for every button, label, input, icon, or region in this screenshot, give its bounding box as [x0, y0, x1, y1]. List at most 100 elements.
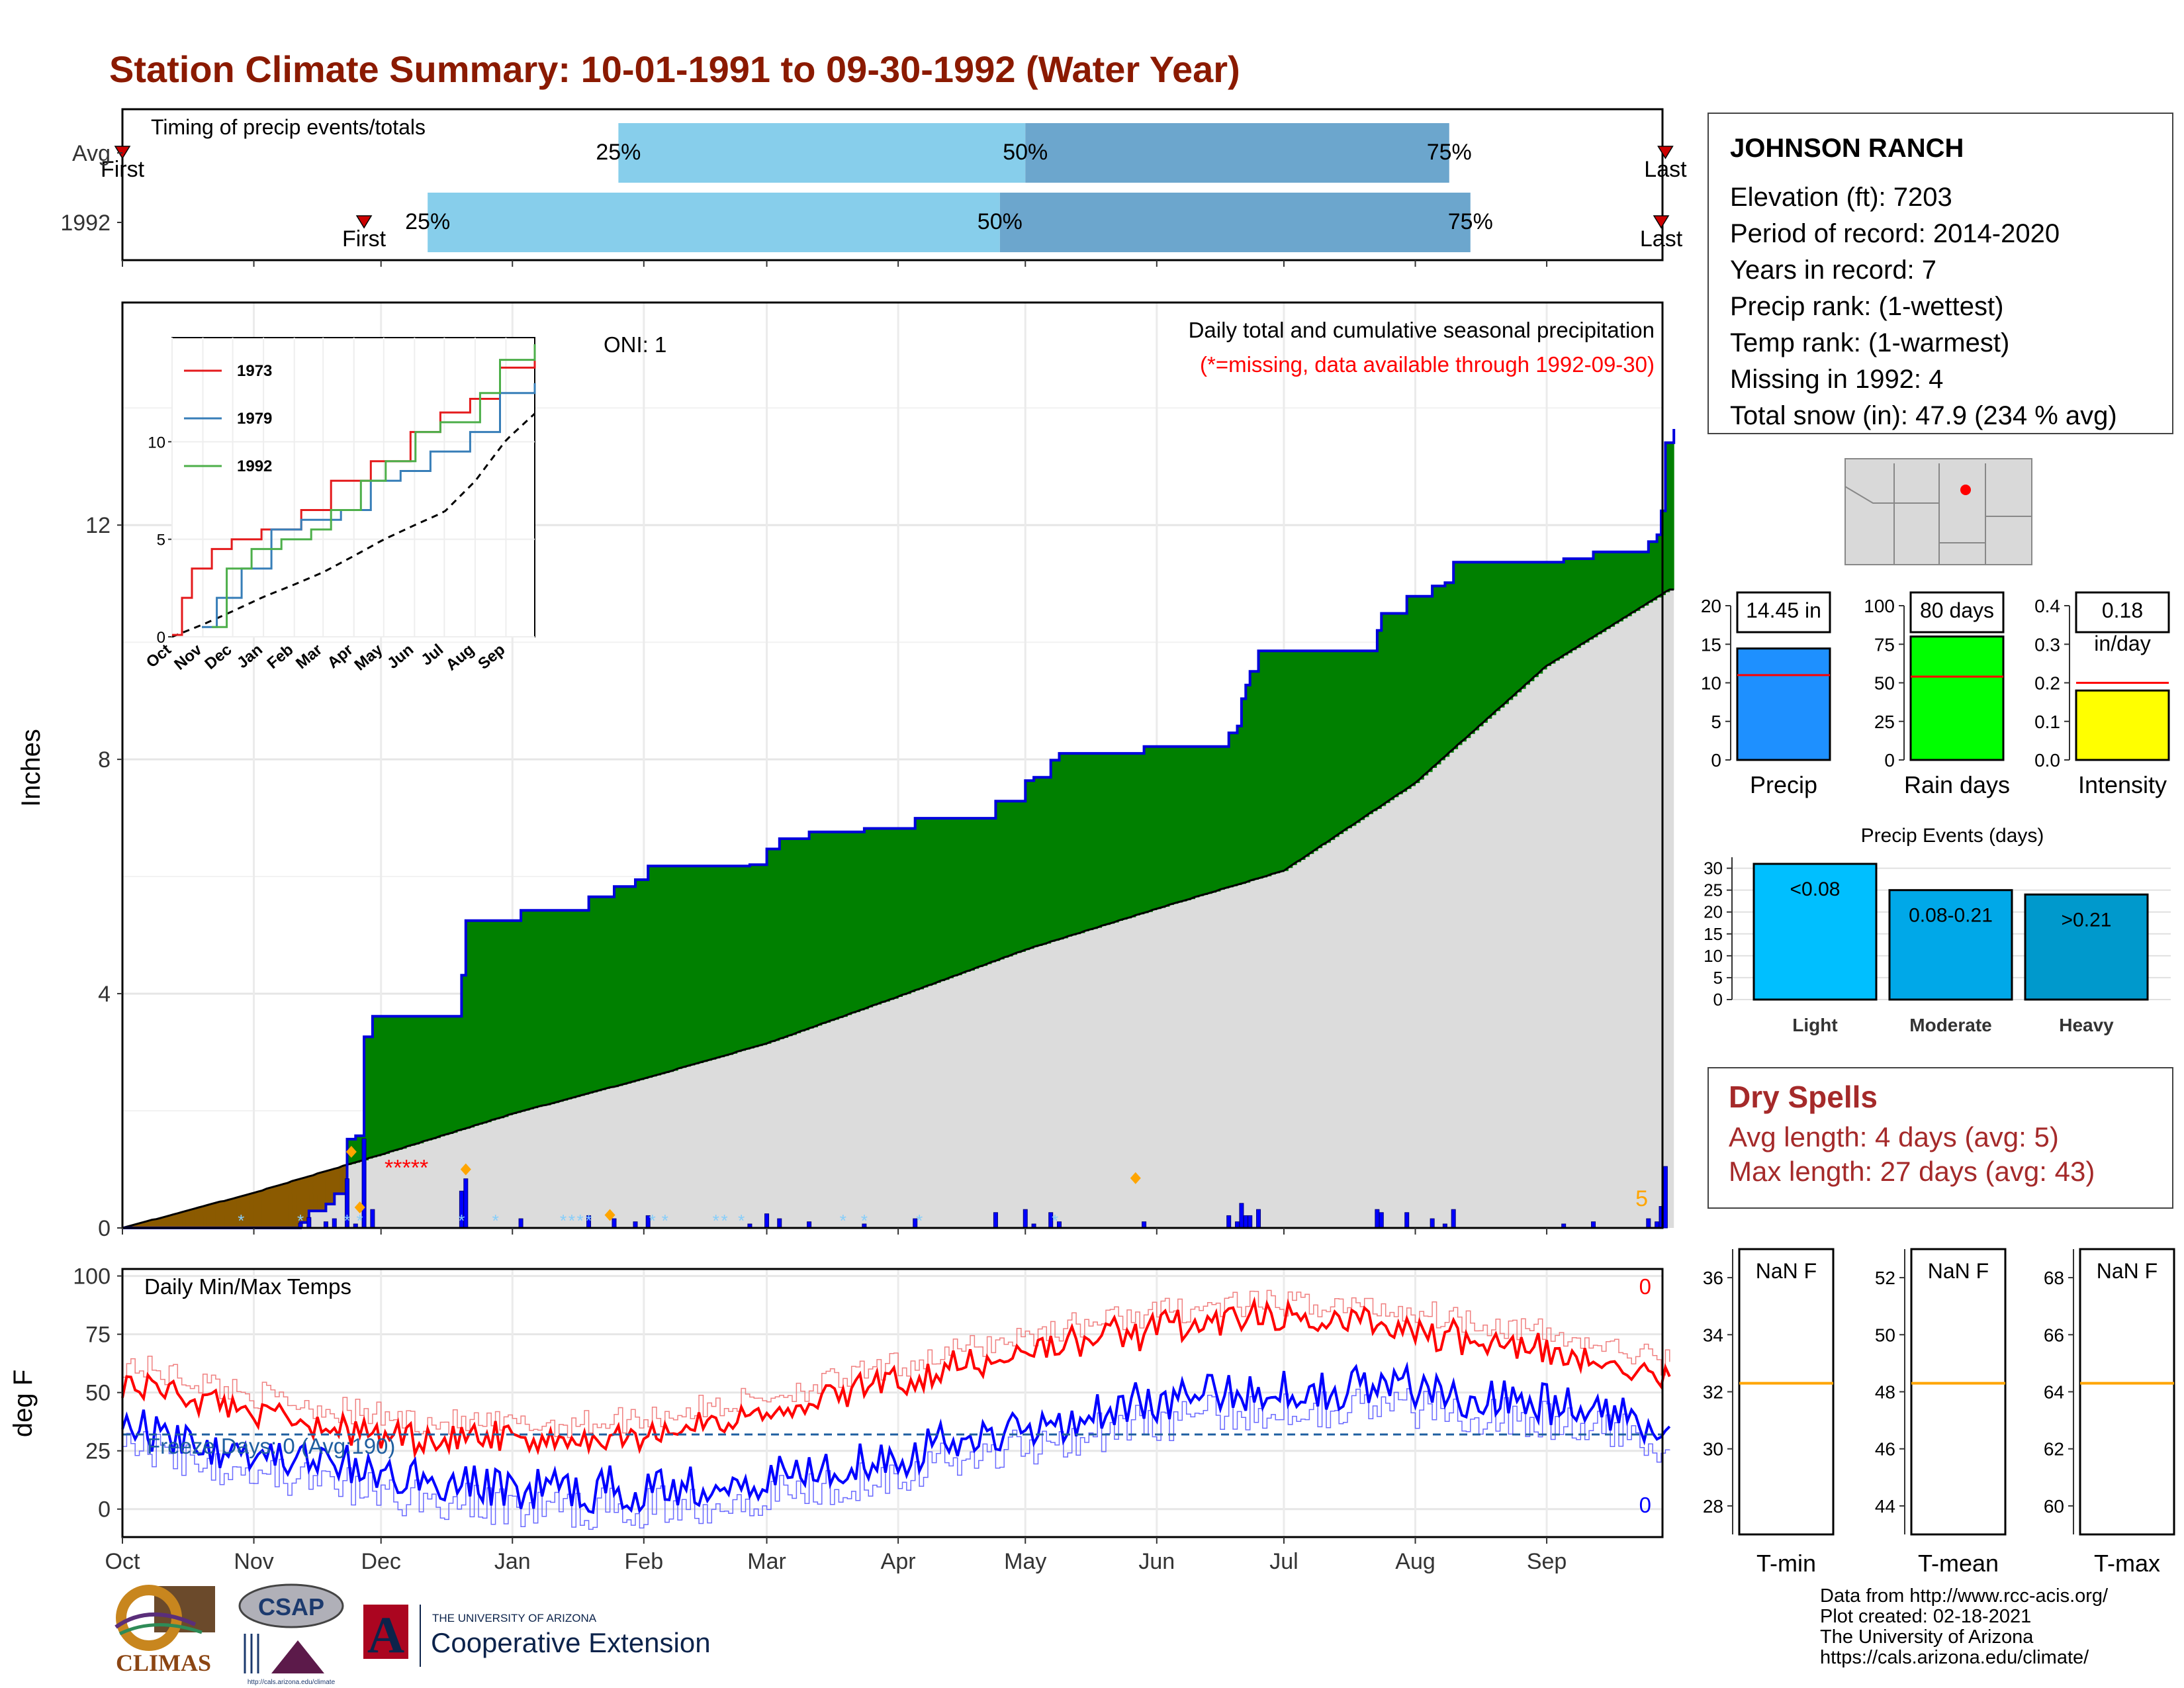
summary-value-label: 0.18	[2102, 598, 2143, 622]
summary-y-tick-label: 20	[1701, 596, 1721, 616]
precip-missing-note: (*=missing, data available through 1992-…	[1200, 352, 1655, 377]
events-bar-value-label: >0.21	[2062, 909, 2112, 931]
snowfall-day-marker: *	[297, 1211, 304, 1231]
inset-series-1979	[202, 383, 536, 628]
summary-value-label: 80 days	[1920, 598, 1994, 622]
temp-box-y-tick-label: 48	[1875, 1382, 1895, 1403]
timing-p50-label-1992: 50%	[978, 209, 1023, 234]
summary-value-label: 14.45 in	[1746, 598, 1821, 622]
x-axis-month-label: Feb	[625, 1549, 664, 1574]
summary-value-box	[1909, 591, 2005, 633]
snowfall-day-marker: *	[840, 1211, 846, 1231]
station-elevation: Elevation (ft): 7203	[1730, 183, 1952, 212]
events-bar-Light	[1752, 863, 1878, 1001]
summary-bar-label: Precip	[1750, 771, 1817, 798]
temp-box-frame	[2079, 1248, 2175, 1536]
precip-panel: * * * * * * * * * * * * * * * * * * ******04812InchesDaily…	[17, 301, 1676, 1241]
events-y-tick-label: 5	[1713, 968, 1723, 988]
ua-logo-graphic: A THE UNIVERSITY OF ARIZONA Cooperative …	[363, 1605, 711, 1667]
summary-bar-Intensity	[2075, 689, 2170, 761]
x-axis-month-label: Dec	[361, 1549, 400, 1574]
events-y-tick-label: 30	[1704, 859, 1723, 878]
summary-y-tick-label: 15	[1701, 634, 1721, 655]
snowfall-day-marker: *	[585, 1211, 592, 1231]
timing-bar-lower-1992	[428, 193, 1000, 252]
daily-precip-bar	[993, 1212, 998, 1229]
snowfall-day-marker: *	[569, 1211, 575, 1231]
ua-logo-big-text: Cooperative Extension	[431, 1627, 711, 1658]
timing-bar-upper-1992	[999, 193, 1471, 252]
snowfall-day-marker: *	[492, 1211, 499, 1231]
timing-p50-label-Avg: 50%	[1003, 140, 1048, 165]
temp-box-value-label: NaN F	[2097, 1259, 2158, 1283]
precip-day-count-label: 5	[1635, 1186, 1648, 1211]
station-location-dot	[1960, 485, 1971, 495]
temperature-panel: 0 25 50 75 100 Oct Nov Dec Jan Feb Mar Apr May Jun Jul…	[9, 1264, 1671, 1574]
snow-marker	[354, 1201, 365, 1214]
credit-plot-created: Plot created: 02-18-2021	[1820, 1606, 2032, 1627]
timing-first-marker-1992	[355, 215, 373, 229]
daily-precip-bar	[332, 1218, 337, 1229]
temp-box-T-min: 28 30 32 34 36 NaN F T-min	[1703, 1248, 1835, 1577]
temp-box-y-tick-label: 62	[2044, 1439, 2064, 1460]
daily-precip-bar	[1226, 1215, 1232, 1229]
events-y-tick-label: 20	[1704, 902, 1723, 922]
events-category-label: Light	[1792, 1015, 1837, 1035]
daily-precip-bar	[1404, 1212, 1410, 1229]
temp-box-label: T-min	[1756, 1550, 1816, 1577]
temp-box-y-tick-label: 66	[2044, 1325, 2064, 1345]
freeze-days-text: Freeze Days: 0 (Avg:190)	[147, 1434, 395, 1458]
temp-box-T-max: 60 62 64 66 68 NaN F T-max	[2044, 1248, 2175, 1577]
temp-y-axis-label: deg F	[9, 1370, 38, 1437]
snowfall-day-marker: *	[343, 1211, 350, 1231]
temp-box-frame	[1738, 1248, 1835, 1536]
events-category-label: Moderate	[1909, 1015, 1991, 1035]
timing-row-label-1992: 1992	[60, 211, 111, 236]
precip-events-title: Precip Events (days)	[1861, 825, 2044, 847]
snowfall-day-marker: *	[238, 1211, 244, 1231]
inset-series-1992	[212, 344, 536, 628]
timing-last-label-1992: Last	[1640, 226, 1683, 252]
snowfall-day-marker: *	[560, 1211, 567, 1231]
station-name: JOHNSON RANCH	[1730, 134, 1964, 163]
summary-value-box	[1736, 591, 1831, 633]
dry-spells-avg-length: Avg length: 4 days (avg: 5)	[1729, 1121, 2059, 1152]
station-total-snow: Total snow (in): 47.9 (234 % avg)	[1730, 401, 2117, 430]
inset-y-tick-label: 10	[148, 434, 165, 451]
precip-panel-frame	[121, 301, 1664, 1229]
summary-y-tick-label: 0.4	[2034, 596, 2060, 616]
daily-precip-bar	[1248, 1215, 1253, 1229]
x-axis-month-label: Jun	[1138, 1549, 1175, 1574]
credit-url: https://cals.arizona.edu/climate/	[1820, 1647, 2089, 1668]
temp-box-y-tick-label: 44	[1875, 1496, 1895, 1517]
temp-box-y-tick-label: 28	[1703, 1496, 1723, 1517]
precip-y-tick-label: 4	[98, 982, 111, 1007]
temp-y-tick-label: 0	[98, 1497, 111, 1523]
timing-panel-label: Timing of precip events/totals	[151, 115, 426, 139]
daily-precip-bar	[1023, 1209, 1028, 1229]
csap-logo-url: http://cals.arizona.edu/climate	[248, 1679, 336, 1686]
temp-box-y-tick-label: 60	[2044, 1496, 2064, 1517]
events-bar-value-label: <0.08	[1790, 878, 1841, 900]
station-missing-days: Missing in 1992: 4	[1730, 365, 1944, 394]
snowfall-day-marker: *	[458, 1211, 465, 1231]
temp-box-y-tick-label: 30	[1703, 1439, 1723, 1460]
summary-y-tick-label: 0.2	[2034, 673, 2060, 694]
summary-value-box	[2075, 591, 2170, 633]
climas-logo: CLIMAS	[109, 1583, 218, 1683]
station-precip-rank: Precip rank: (1-wettest)	[1730, 292, 2004, 321]
daily-precip-bar	[1662, 1166, 1668, 1229]
oni-label: ONI: 1	[604, 332, 666, 357]
daily-precip-bar	[1451, 1209, 1456, 1229]
max-temp-line	[121, 1296, 1671, 1459]
summary-y-tick-label: 10	[1701, 673, 1721, 694]
dry-spells-max-length: Max length: 27 days (avg: 43)	[1729, 1156, 2095, 1187]
snow-marker	[460, 1163, 471, 1176]
timing-bar-upper-Avg	[1025, 123, 1449, 183]
precip-annotation: Daily total and cumulative seasonal prec…	[1189, 318, 1655, 342]
summary-bar-label: Intensity	[2078, 771, 2167, 798]
x-axis-month-label: Sep	[1527, 1549, 1567, 1574]
normal-cumulative-line	[122, 588, 1674, 1229]
temp-box-y-tick-label: 32	[1703, 1382, 1723, 1403]
